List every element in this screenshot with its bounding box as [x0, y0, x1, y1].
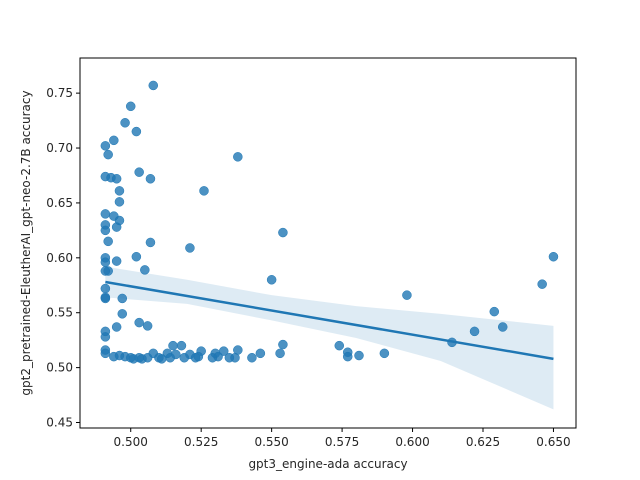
data-point: [213, 351, 223, 362]
data-point: [266, 275, 277, 285]
data-point: [148, 80, 159, 91]
data-point: [255, 348, 266, 359]
data-point: [117, 309, 128, 319]
data-point: [489, 306, 500, 317]
data-point: [142, 321, 153, 331]
data-point: [145, 174, 156, 184]
data-point: [278, 227, 288, 238]
data-point: [402, 290, 412, 300]
data-point: [109, 135, 119, 146]
regression-line-layer: [105, 280, 554, 361]
data-point: [247, 352, 257, 363]
data-point: [354, 350, 364, 361]
data-point: [137, 354, 147, 364]
data-point: [165, 352, 175, 363]
data-point: [193, 351, 204, 362]
data-point: [100, 283, 111, 294]
data-point: [230, 352, 240, 363]
data-point: [469, 326, 480, 337]
data-point: [114, 186, 125, 196]
y-tick-label: 0.55: [46, 306, 73, 320]
data-point: [342, 351, 353, 362]
regression-line: [105, 280, 554, 361]
data-point: [111, 222, 122, 232]
data-point: [140, 265, 150, 275]
x-tick-label: 0.650: [536, 435, 570, 449]
data-point: [109, 351, 119, 362]
data-point: [168, 340, 178, 351]
data-point: [497, 322, 508, 332]
x-tick-label: 0.500: [114, 435, 148, 449]
x-tick-label: 0.575: [325, 435, 359, 449]
data-point: [134, 317, 144, 328]
data-point: [125, 101, 136, 112]
data-point: [100, 293, 111, 304]
data-point: [111, 322, 122, 332]
data-point: [131, 126, 142, 137]
data-point: [100, 209, 111, 219]
data-point: [334, 340, 345, 351]
data-point: [103, 149, 113, 160]
data-point: [117, 293, 128, 304]
y-tick-label: 0.50: [46, 361, 73, 375]
data-point: [548, 251, 559, 262]
data-point: [100, 225, 111, 236]
y-tick-label: 0.75: [46, 86, 73, 100]
data-point: [131, 251, 142, 262]
data-point: [278, 339, 288, 350]
data-point: [176, 340, 187, 351]
data-point: [179, 352, 190, 363]
y-axis-label: gpt2_pretrained-EleutherAI_gpt-neo-2.7B …: [19, 90, 33, 395]
data-point: [537, 279, 547, 289]
data-point: [134, 167, 144, 177]
data-point: [100, 141, 111, 151]
x-tick-label: 0.525: [184, 435, 218, 449]
data-point: [114, 197, 125, 207]
data-point: [185, 243, 195, 253]
x-tick-label: 0.625: [466, 435, 500, 449]
data-point: [103, 266, 113, 276]
y-tick-label: 0.65: [46, 196, 73, 210]
plot-frame: [79, 57, 577, 429]
data-point: [100, 348, 111, 359]
data-point: [156, 354, 167, 364]
data-point: [120, 118, 130, 128]
data-point: [199, 186, 209, 196]
data-point: [275, 348, 285, 359]
x-axis-label: gpt3_engine-ada accuracy: [248, 457, 407, 471]
data-point: [100, 332, 111, 342]
y-tick-label: 0.70: [46, 141, 73, 155]
data-point: [111, 174, 122, 184]
data-point: [233, 152, 243, 162]
y-tick-label: 0.60: [46, 251, 73, 265]
data-point: [103, 236, 113, 247]
y-tick-label: 0.45: [46, 416, 73, 430]
points-layer: [100, 80, 559, 364]
x-tick-label: 0.550: [254, 435, 288, 449]
data-point: [379, 348, 390, 359]
data-point: [111, 256, 122, 266]
x-tick-label: 0.600: [395, 435, 429, 449]
data-point: [145, 237, 156, 248]
data-point: [100, 257, 111, 267]
data-point: [128, 354, 139, 364]
axes-layer: 0.500 0.525 0.550 0.575 0.600 0.625 0.650 0.45 0…: [46, 57, 577, 449]
